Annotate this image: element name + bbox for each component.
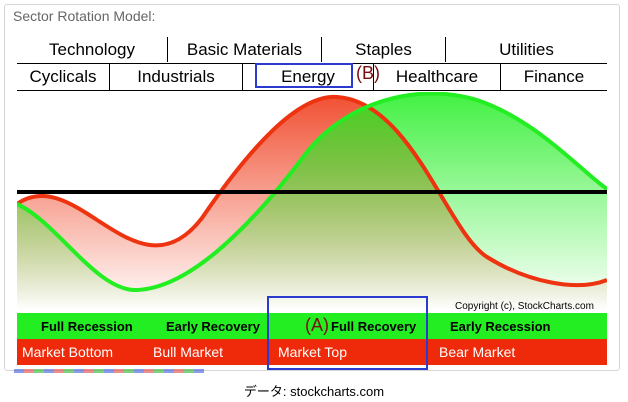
legend-strip [14,369,204,373]
market-curve-fill [17,93,607,310]
sector-label: Cyclicals [29,67,97,86]
market-label: Bull Market [153,344,224,360]
copyright-text: Copyright (c), StockCharts.com [455,301,594,312]
sector-label: Staples [321,37,445,62]
full-recovery-highlight-box [267,296,428,370]
phase-label: Full Recession [41,318,133,334]
economy-curve [17,94,607,287]
sector-label: Industrials [109,64,242,90]
market-curve [17,92,607,293]
sector-label: Basic Materials [167,37,321,62]
market-label: Market Top [278,344,347,360]
panel-title: Sector Rotation Model: [13,8,156,24]
source-caption: データ: stockcharts.com [243,384,385,399]
phase-label: Full Recovery [331,318,417,334]
energy-highlight-box [255,63,353,88]
sector-label-energy: Energy [242,64,373,90]
sector-row-top: Technology Basic Materials Staples Utili… [17,37,607,62]
annotation-a: (A) [305,315,329,335]
phase-label: Early Recession [450,318,551,334]
economic-phase-bar: Full Recession Early Recovery Full Recov… [17,313,607,339]
sector-label: Healthcare [373,64,500,90]
phase-label: Early Recovery [166,318,260,334]
rotation-curves [17,92,607,310]
market-phase-bar: Market Bottom Bull Market Market Top Bea… [17,339,607,365]
sector-label: Finance [500,64,607,90]
market-label: Market Bottom [22,344,114,360]
sector-label: Technology [48,39,135,59]
sector-label: Utilities [445,37,607,62]
annotation-b: (B) [356,63,380,83]
market-label: Bear Market [439,344,516,360]
